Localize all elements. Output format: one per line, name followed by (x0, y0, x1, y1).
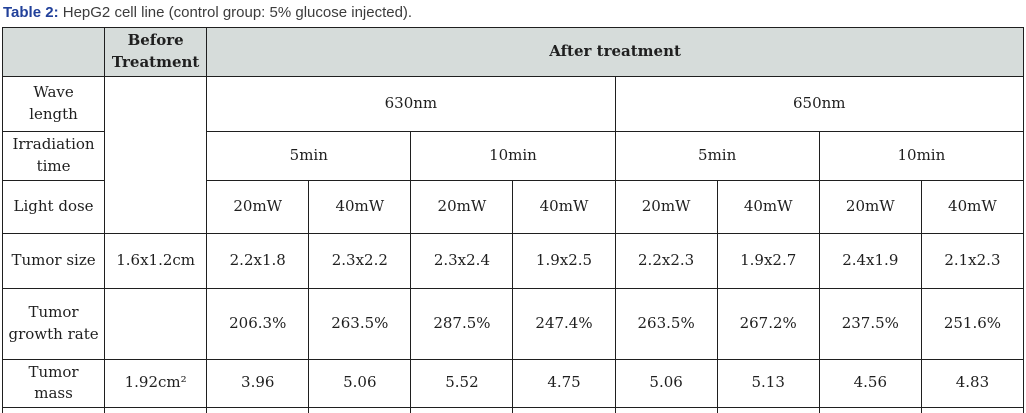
header-cell-dose: 20mW (206, 179, 310, 234)
table-caption-text: HepG2 cell line (control group: 5% gluco… (58, 4, 413, 21)
corner-cell (1, 27, 106, 77)
header-cell-time: 10min (818, 131, 1025, 181)
row-label-irradiation-time: Irradiation time (1, 131, 106, 181)
header-cell-before-treatment: Before Treatment (104, 27, 208, 77)
header-cell-time: 5min (614, 131, 820, 181)
data-table: Before Treatment After treatment Wave le… (1, 27, 1025, 413)
data-cell: 2.3x2.4 (410, 232, 514, 289)
data-cell: 206.3% (206, 287, 310, 360)
table-caption-label: Table 2: (3, 4, 59, 21)
data-cell-before: 1.92cm² (104, 358, 208, 408)
data-cell: 4.75 (512, 358, 616, 408)
data-cell: 5.06 (308, 358, 412, 408)
data-row-tumor-size: Tumor size 1.6x1.2cm 2.2x1.8 2.3x2.2 2.3… (1, 232, 1025, 289)
data-cell: 267.2% (716, 287, 820, 360)
data-cell: 2.1x2.3 (920, 232, 1025, 289)
row-label-tumor-mass: Tumor mass (1, 358, 106, 408)
header-cell-dose: 20mW (818, 179, 922, 234)
header-cell-650nm: 650nm (614, 76, 1025, 132)
data-cell: 2.4x1.9 (818, 232, 922, 289)
data-cell: 247.4% (512, 287, 616, 360)
data-row-tumor-growth-rate: Tumor growth rate 206.3% 263.5% 287.5% 2… (1, 287, 1025, 360)
data-cell: 5.13 (716, 358, 820, 408)
data-cell: 5.06 (614, 358, 718, 408)
header-row-irradiation-time: Irradiation time 5min 10min 5min 10min (1, 131, 1025, 181)
row-label-tumor-size: Tumor size (1, 232, 106, 289)
data-cell (920, 407, 1025, 413)
data-cell-before: 1.6x1.2cm (104, 232, 208, 289)
header-cell-dose: 20mW (410, 179, 514, 234)
data-cell: 237.5% (818, 287, 922, 360)
before-treatment-empty-cell (104, 76, 208, 234)
header-row-wavelength: Wave length 630nm 650nm (1, 76, 1025, 234)
clipped-partial-row (1, 407, 1025, 413)
header-cell-after-treatment: After treatment (206, 27, 1024, 77)
data-cell: 2.2x1.8 (206, 232, 310, 289)
table-caption: Table 2: HepG2 cell line (control group:… (2, 0, 1024, 27)
row-label-light-dose: Light dose (1, 179, 106, 234)
data-cell: 2.3x2.2 (308, 232, 412, 289)
header-cell-dose: 40mW (512, 179, 616, 234)
header-cell-630nm: 630nm (206, 76, 616, 132)
header-row-treatment: Before Treatment After treatment (1, 27, 1024, 77)
data-cell: 263.5% (614, 287, 718, 360)
data-row-tumor-mass: Tumor mass 1.92cm² 3.96 5.06 5.52 4.75 5… (1, 358, 1025, 408)
row-label-wave-length: Wave length (1, 76, 106, 132)
data-cell: 4.83 (920, 358, 1025, 408)
data-cell-before (104, 287, 208, 360)
header-cell-dose: 40mW (308, 179, 412, 234)
data-cell: 287.5% (410, 287, 514, 360)
data-cell: 4.56 (818, 358, 922, 408)
data-cell: 2.2x2.3 (614, 232, 718, 289)
data-cell: 3.96 (206, 358, 310, 408)
data-cell: 1.9x2.5 (512, 232, 616, 289)
data-cell: 1.9x2.7 (716, 232, 820, 289)
header-cell-dose: 20mW (614, 179, 718, 234)
header-cell-time: 5min (206, 131, 412, 181)
data-cell: 251.6% (920, 287, 1025, 360)
header-cell-time: 10min (410, 131, 616, 181)
data-cell: 263.5% (308, 287, 412, 360)
header-cell-dose: 40mW (716, 179, 820, 234)
row-label-tumor-growth-rate: Tumor growth rate (1, 287, 106, 360)
data-cell: 5.52 (410, 358, 514, 408)
header-cell-dose: 40mW (920, 179, 1025, 234)
